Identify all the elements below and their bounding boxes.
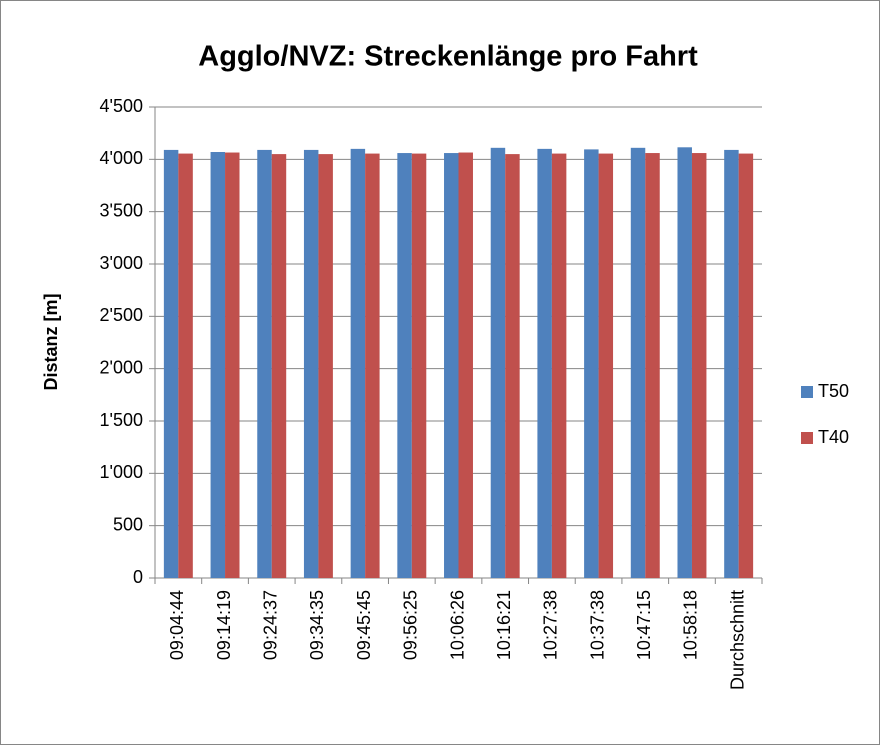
bar (444, 153, 459, 578)
bar (178, 153, 193, 578)
x-tick-label: 09:56:25 (401, 590, 421, 660)
bar (505, 154, 520, 578)
y-tick-label: 1'000 (100, 462, 143, 482)
y-tick-label: 1'500 (100, 410, 143, 430)
bar (210, 152, 226, 579)
y-tick-label: 0 (133, 567, 143, 587)
y-tick-label: 4'500 (100, 96, 143, 116)
bar (271, 154, 287, 578)
legend-label: T50 (818, 381, 849, 401)
bar (350, 148, 366, 578)
bar (598, 153, 614, 578)
x-tick-label: Durchschnitt (727, 590, 747, 690)
y-tick-label: 500 (113, 514, 143, 534)
legend-swatch (801, 432, 813, 444)
y-axis-label: Distanz [m] (41, 293, 61, 390)
x-tick-label: 09:45:45 (354, 590, 374, 660)
bar (691, 153, 707, 578)
bar (677, 147, 692, 578)
bar (411, 153, 427, 578)
x-tick-label: 09:24:37 (260, 590, 280, 660)
x-tick-label: 10:58:18 (681, 590, 701, 660)
bar (551, 153, 567, 578)
y-tick-label: 3'000 (100, 253, 143, 273)
bar (225, 152, 240, 578)
y-tick-label: 4'000 (100, 148, 143, 168)
bar (584, 149, 599, 578)
bar (458, 152, 473, 578)
bar (630, 147, 646, 578)
y-tick-label: 3'500 (100, 200, 143, 220)
bar (397, 153, 412, 578)
x-tick-label: 10:47:15 (634, 590, 654, 660)
bar (645, 153, 660, 578)
bar (724, 149, 739, 578)
bar (318, 154, 333, 578)
legend-swatch (801, 386, 813, 398)
chart-title: Agglo/NVZ: Streckenlänge pro Fahrt (198, 41, 698, 73)
x-tick-label: 10:16:21 (494, 590, 514, 660)
bar (490, 147, 506, 578)
bar (738, 153, 754, 578)
bar (257, 149, 272, 578)
bar (163, 149, 179, 578)
bar (303, 149, 319, 578)
y-tick-label: 2'500 (100, 305, 143, 325)
x-tick-label: 09:34:35 (307, 590, 327, 660)
bar (537, 148, 552, 578)
legend-label: T40 (818, 427, 849, 447)
x-tick-label: 09:04:44 (167, 590, 187, 660)
x-tick-label: 09:14:19 (214, 590, 234, 660)
x-tick-label: 10:06:26 (447, 590, 467, 660)
x-tick-label: 10:27:38 (541, 590, 561, 660)
x-tick-label: 10:37:38 (587, 590, 607, 660)
bar (365, 153, 380, 578)
y-tick-label: 2'000 (100, 357, 143, 377)
